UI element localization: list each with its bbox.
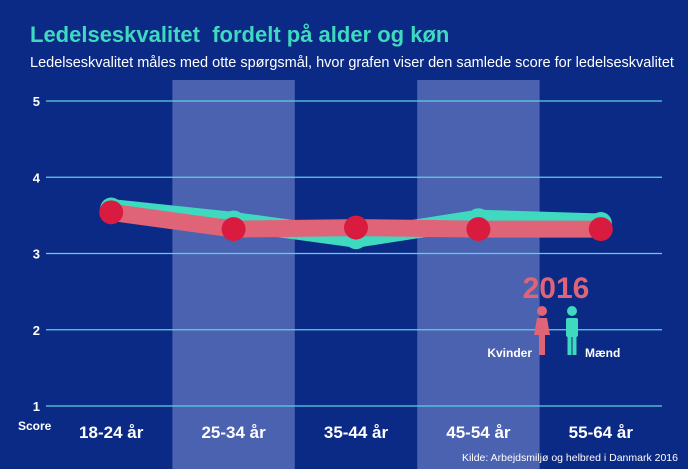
y-tick-label: 2 xyxy=(33,323,40,338)
x-tick-label: 25-34 år xyxy=(201,423,266,442)
y-tick-label: 1 xyxy=(33,399,40,414)
x-tick-label: 55-64 år xyxy=(569,423,634,442)
legend-men-label: Mænd xyxy=(585,346,620,360)
gridlines xyxy=(46,100,662,407)
chart-title: Ledelseskvalitet fordelt på alder og køn xyxy=(30,22,450,47)
point-kvinder xyxy=(221,217,246,242)
point-kvinder xyxy=(588,217,613,242)
y-tick-label: 3 xyxy=(33,247,40,262)
column-band-2 xyxy=(172,80,295,469)
y-tick-labels: 1 2 3 4 5 xyxy=(33,94,41,414)
legend-year: 2016 xyxy=(523,272,590,305)
y-tick-label: 5 xyxy=(33,94,40,109)
woman-icon xyxy=(534,306,550,355)
x-tick-labels: 18-24 år 25-34 år 35-44 år 45-54 år 55-64 år xyxy=(79,423,633,442)
point-kvinder xyxy=(466,217,491,242)
point-kvinder xyxy=(344,215,368,240)
y-tick-label: 4 xyxy=(33,170,41,185)
column-bands xyxy=(172,80,540,469)
x-tick-label: 18-24 år xyxy=(79,423,144,442)
y-axis-label: Score xyxy=(18,419,52,433)
x-tick-label: 45-54 år xyxy=(446,423,511,442)
legend-women-label: Kvinder xyxy=(487,346,532,360)
series-lines xyxy=(99,197,613,250)
point-kvinder xyxy=(99,200,124,225)
source-note: Kilde: Arbejdsmiljø og helbred i Danmark… xyxy=(462,452,678,464)
man-icon xyxy=(566,306,578,355)
chart-subtitle: Ledelseskvalitet måles med otte spørgsmå… xyxy=(30,55,674,71)
legend: 2016 Kvinder Mænd xyxy=(487,272,620,360)
x-tick-label: 35-44 år xyxy=(324,423,389,442)
column-band-4 xyxy=(417,80,540,469)
